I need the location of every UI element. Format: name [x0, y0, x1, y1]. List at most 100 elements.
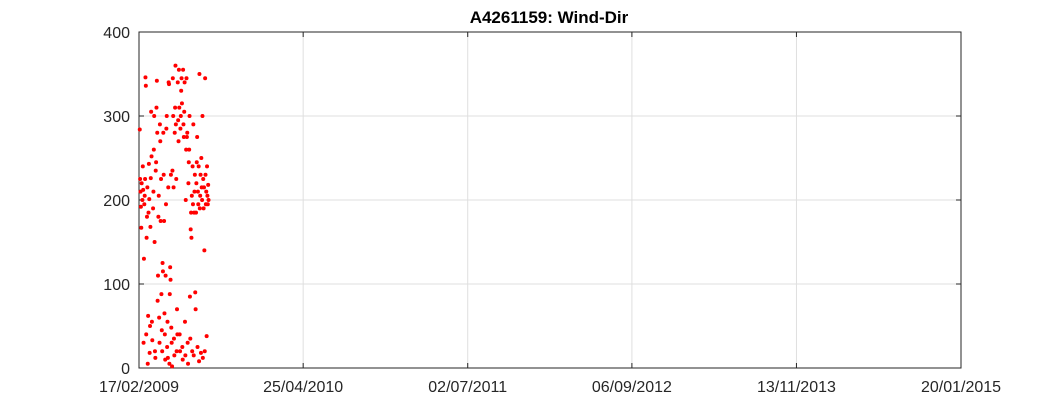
data-point	[144, 214, 149, 219]
data-point	[186, 361, 191, 366]
data-point	[206, 182, 211, 187]
data-point	[205, 164, 210, 169]
data-point	[189, 193, 194, 198]
data-point	[183, 353, 188, 358]
data-point	[138, 177, 143, 181]
data-point	[137, 127, 142, 132]
data-point	[154, 105, 159, 110]
data-point	[170, 364, 175, 369]
data-point	[192, 189, 197, 194]
x-tick-label: 17/02/2009	[99, 379, 179, 396]
data-point	[171, 336, 176, 341]
data-point	[139, 181, 144, 186]
data-point	[200, 355, 205, 360]
data-point	[141, 256, 146, 261]
data-point	[161, 172, 166, 177]
data-point	[152, 349, 157, 354]
data-point	[160, 261, 165, 265]
data-point	[153, 355, 158, 360]
data-point	[148, 176, 153, 181]
data-point	[167, 361, 172, 366]
data-point	[178, 126, 183, 131]
data-point	[163, 202, 168, 207]
data-point	[168, 172, 173, 177]
data-point	[152, 114, 157, 118]
data-point	[144, 235, 149, 240]
data-point	[147, 197, 152, 202]
data-point	[196, 202, 201, 207]
x-tick-label: 13/11/2013	[757, 379, 836, 396]
x-tick-label: 20/01/2015	[921, 379, 1001, 396]
data-point	[201, 177, 206, 181]
data-point	[169, 340, 174, 345]
data-point	[148, 224, 153, 229]
data-point	[205, 202, 210, 207]
data-point	[141, 340, 146, 345]
data-point	[140, 164, 145, 169]
data-point	[150, 338, 155, 343]
data-point	[196, 164, 201, 169]
data-point	[151, 206, 156, 211]
data-point	[165, 345, 170, 349]
data-point	[198, 350, 203, 355]
data-point	[188, 227, 193, 232]
data-point	[202, 248, 207, 253]
data-point	[185, 340, 190, 345]
data-point	[177, 332, 182, 337]
data-point	[154, 78, 159, 83]
data-point	[187, 114, 192, 118]
data-point	[159, 292, 164, 297]
data-point	[198, 172, 203, 177]
data-point	[190, 202, 195, 207]
data-point	[194, 181, 199, 186]
data-point	[193, 290, 198, 295]
data-point	[173, 105, 178, 110]
data-point	[195, 135, 200, 139]
data-point	[144, 332, 149, 337]
data-point	[188, 336, 193, 341]
data-point	[143, 177, 148, 181]
data-point	[177, 105, 182, 110]
data-point	[159, 177, 164, 181]
data-point	[171, 185, 176, 190]
data-point	[156, 273, 161, 278]
data-point	[162, 219, 167, 223]
data-point	[173, 63, 178, 68]
data-point	[174, 177, 179, 181]
data-point	[157, 315, 162, 320]
data-point	[158, 219, 163, 223]
data-point	[168, 265, 173, 270]
data-point	[174, 349, 179, 354]
data-point	[181, 67, 186, 72]
data-point	[181, 122, 186, 127]
data-point	[179, 88, 184, 93]
data-point	[149, 109, 154, 114]
data-point	[146, 313, 151, 318]
data-point	[168, 277, 173, 282]
data-point	[162, 332, 167, 337]
data-point	[192, 172, 197, 177]
data-point	[158, 139, 163, 144]
data-point	[161, 130, 166, 135]
data-point	[176, 118, 181, 123]
data-point	[169, 325, 174, 330]
data-point	[141, 187, 146, 192]
data-point	[180, 345, 185, 349]
data-point	[184, 135, 189, 139]
data-point	[139, 225, 144, 230]
data-point	[178, 349, 183, 354]
data-point	[170, 168, 175, 173]
data-point	[142, 202, 147, 207]
data-point	[167, 292, 172, 297]
data-point	[197, 206, 202, 211]
data-point	[193, 307, 198, 312]
data-point	[160, 269, 165, 274]
data-point	[173, 122, 178, 127]
data-point	[199, 156, 204, 160]
y-tick-label: 100	[103, 277, 130, 294]
data-point	[189, 235, 194, 240]
data-point	[167, 82, 172, 87]
data-point	[152, 240, 157, 244]
data-point	[198, 193, 203, 198]
data-point	[203, 76, 208, 81]
